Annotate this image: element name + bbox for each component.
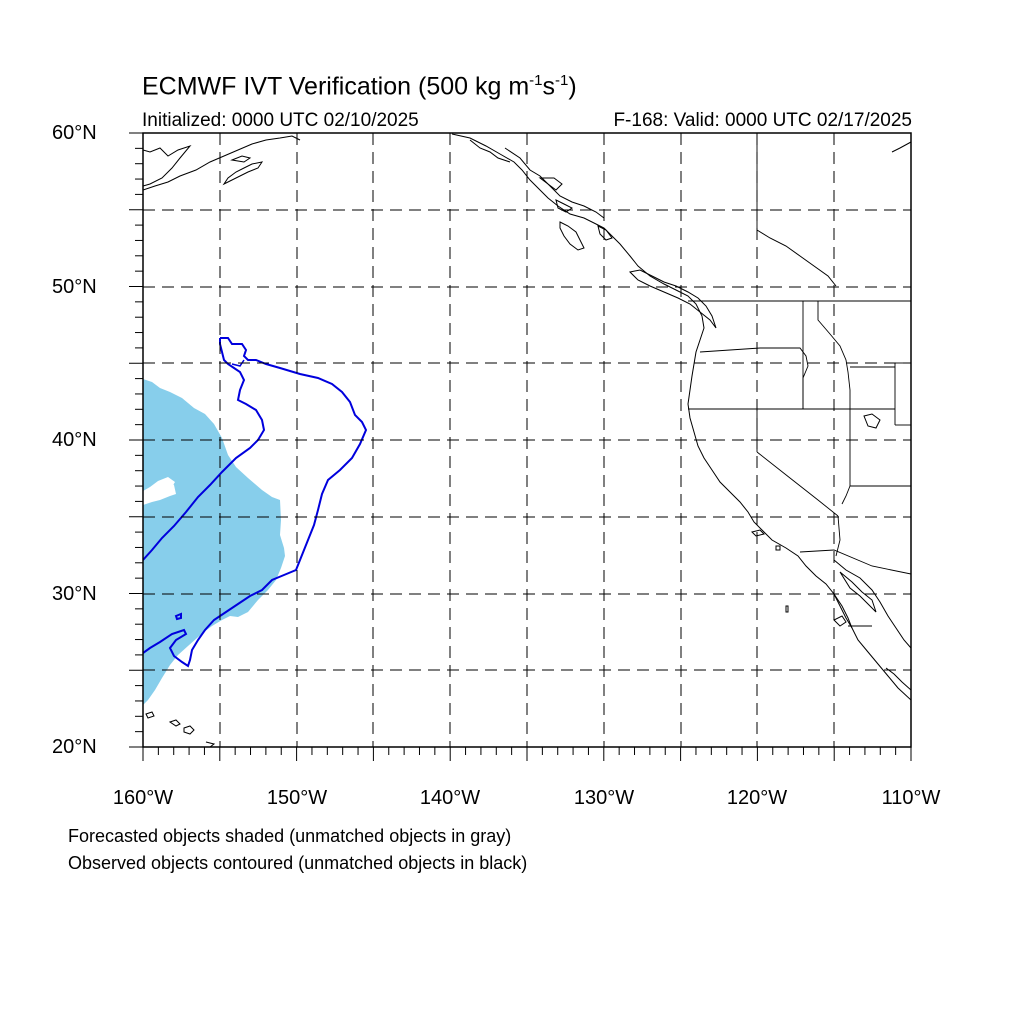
lat-label-30: 30°N (52, 583, 97, 605)
initialized-time: Initialized: 0000 UTC 02/10/2025 (142, 110, 419, 131)
forecast-ivt-object (143, 379, 285, 705)
observed-ivt-contour (143, 337, 368, 668)
lat-label-20: 20°N (52, 736, 97, 758)
lon-label-110: 110°W (881, 787, 941, 809)
political-borders (688, 133, 911, 627)
forecast-note: Forecasted objects shaded (unmatched obj… (68, 826, 512, 846)
lon-label-130: 130°W (573, 787, 635, 809)
observed-note: Observed objects contoured (unmatched ob… (68, 853, 528, 873)
lat-label-60: 60°N (52, 122, 97, 144)
lat-label-50: 50°N (52, 276, 97, 298)
lon-label-140: 140°W (419, 787, 481, 809)
lon-label-120: 120°W (726, 787, 788, 809)
graticule (143, 133, 911, 747)
map-title: ECMWF IVT Verification (500 kg m-1s-1) (142, 72, 577, 101)
lon-label-150: 150°W (266, 787, 328, 809)
lon-label-160: 160°W (112, 787, 174, 809)
valid-time: F-168: Valid: 0000 UTC 02/17/2025 (613, 110, 912, 131)
coastlines (143, 133, 911, 747)
lat-label-40: 40°N (52, 429, 97, 451)
